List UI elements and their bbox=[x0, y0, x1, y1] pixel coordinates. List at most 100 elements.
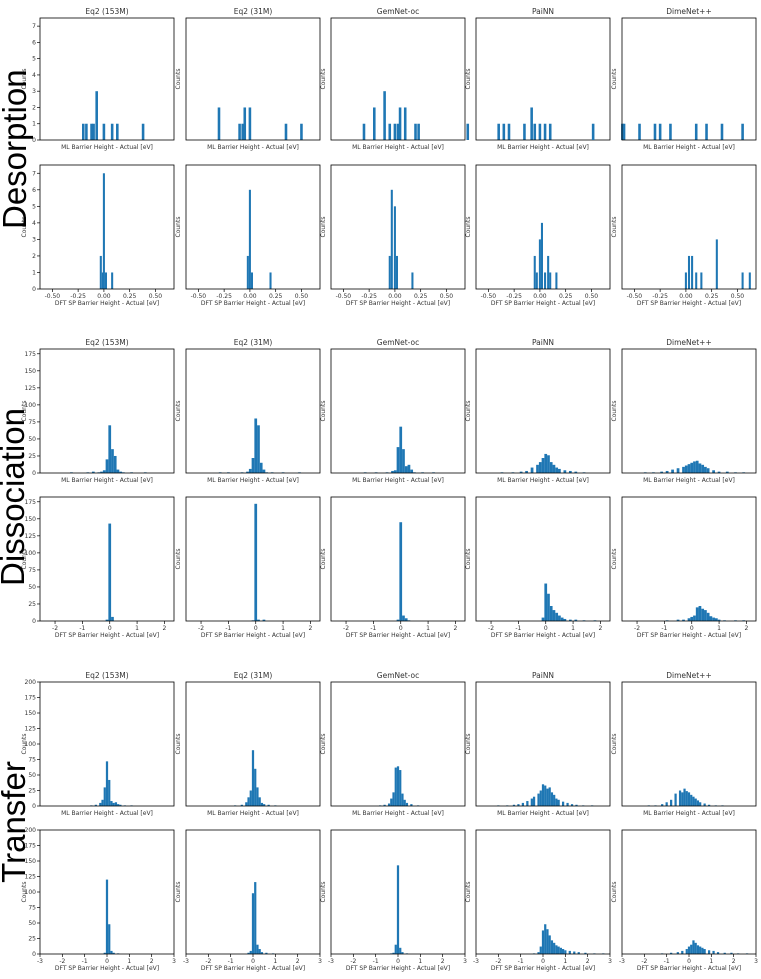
axes-frame bbox=[475, 681, 611, 807]
histogram-bar bbox=[246, 471, 249, 473]
histogram-bar bbox=[682, 619, 685, 621]
histogram-bar bbox=[707, 804, 711, 806]
histogram-bar bbox=[690, 616, 694, 621]
histogram-bar bbox=[269, 272, 272, 289]
axes-frame bbox=[185, 17, 321, 141]
axes-frame bbox=[330, 681, 466, 807]
histogram-bar bbox=[258, 797, 261, 806]
histogram-bar bbox=[383, 804, 386, 806]
histogram-bar bbox=[574, 619, 578, 621]
histogram-bar bbox=[687, 792, 691, 806]
x-tick-label: 1 bbox=[426, 625, 430, 632]
histogram-bar bbox=[402, 615, 405, 621]
axes-frame bbox=[621, 164, 757, 290]
histogram-bar bbox=[574, 471, 578, 473]
histogram-bar bbox=[704, 466, 707, 473]
histogram-bar bbox=[399, 522, 403, 621]
x-tick-label: 0.50 bbox=[440, 293, 454, 300]
y-tick-label: 150 bbox=[25, 368, 37, 375]
histogram-bar bbox=[694, 123, 698, 140]
x-tick-label: -0.25 bbox=[361, 293, 377, 300]
histogram-bar bbox=[546, 788, 549, 806]
x-axis-label: DFT SP Barrier Height - Actual [eV] bbox=[637, 632, 741, 639]
histogram-bar bbox=[550, 792, 554, 806]
x-tick-label: 0 bbox=[251, 958, 255, 965]
y-tick-label: 75 bbox=[28, 757, 36, 764]
y-axis-label: Counts bbox=[465, 401, 472, 422]
x-axis-label: ML Barrier Height - Actual [eV] bbox=[207, 144, 299, 151]
histogram-bar bbox=[701, 608, 705, 621]
x-tick-label: 0 bbox=[108, 625, 112, 632]
y-tick-label: 175 bbox=[25, 843, 37, 850]
histogram-bar bbox=[555, 798, 558, 806]
histogram-bar bbox=[541, 458, 545, 473]
x-tick-label: -0.25 bbox=[70, 293, 86, 300]
histogram-bar bbox=[561, 949, 565, 954]
histogram-bar bbox=[405, 802, 409, 806]
y-tick-label: 175 bbox=[25, 499, 37, 506]
y-tick-label: 100 bbox=[25, 889, 37, 896]
histogram-bar bbox=[104, 272, 107, 289]
histogram-bar bbox=[251, 458, 255, 473]
histogram-bar bbox=[392, 792, 395, 806]
histogram-bar bbox=[700, 272, 703, 289]
histogram-bar bbox=[687, 464, 691, 473]
histogram-bar bbox=[403, 799, 406, 806]
histogram-bar bbox=[568, 470, 572, 473]
histogram-bar bbox=[670, 952, 673, 954]
x-tick-label: 0.00 bbox=[388, 293, 402, 300]
x-tick-label: -1 bbox=[225, 625, 231, 632]
histogram-bar bbox=[564, 950, 567, 954]
histogram-bar bbox=[541, 930, 545, 954]
x-axis-label: ML Barrier Height - Actual [eV] bbox=[643, 477, 735, 484]
x-tick-label: -2 bbox=[52, 625, 58, 632]
histogram-bar bbox=[549, 606, 553, 621]
y-tick-label: 175 bbox=[25, 695, 37, 702]
group-label-transfer: Transfer bbox=[0, 761, 32, 883]
x-axis-label: ML Barrier Height - Actual [eV] bbox=[61, 477, 153, 484]
histogram-bar bbox=[660, 471, 664, 473]
x-axis-label: DFT SP Barrier Height - Actual [eV] bbox=[637, 965, 741, 972]
panel-title: DimeNet++ bbox=[666, 671, 712, 680]
x-tick-label: 0 bbox=[399, 625, 403, 632]
histogram-bar bbox=[241, 123, 244, 140]
histogram-bar bbox=[552, 610, 556, 621]
axes-frame bbox=[475, 164, 611, 290]
histogram-bar bbox=[410, 804, 413, 806]
histogram-bar bbox=[263, 804, 266, 806]
x-tick-label: -1 bbox=[664, 958, 670, 965]
histogram-bar bbox=[91, 471, 95, 473]
y-tick-label: 25 bbox=[28, 936, 36, 943]
histogram-bar bbox=[411, 272, 414, 289]
x-tick-label: 1 bbox=[709, 958, 713, 965]
histogram-bar bbox=[238, 123, 241, 140]
histogram-bar bbox=[543, 123, 547, 140]
histogram-bar bbox=[658, 123, 662, 140]
x-axis-label: DFT SP Barrier Height - Actual [eV] bbox=[55, 300, 159, 307]
y-tick-label: 0 bbox=[32, 137, 36, 144]
histogram-bar bbox=[523, 123, 526, 140]
histogram-bar bbox=[258, 949, 261, 954]
x-axis-label: ML Barrier Height - Actual [eV] bbox=[352, 477, 444, 484]
histogram-bar bbox=[111, 449, 114, 473]
x-tick-label: -2 bbox=[59, 958, 65, 965]
axes-frame bbox=[330, 164, 466, 290]
histogram-bar bbox=[669, 123, 672, 140]
y-tick-label: 4 bbox=[32, 220, 36, 227]
histogram-bar bbox=[497, 123, 500, 140]
histogram-bar bbox=[699, 946, 702, 954]
histogram-bar bbox=[561, 801, 565, 806]
histogram-bar bbox=[217, 107, 221, 140]
y-axis-label: Counts bbox=[611, 69, 618, 90]
y-tick-label: 25 bbox=[28, 788, 36, 795]
y-axis-label: Counts bbox=[611, 882, 618, 903]
x-tick-label: 0.25 bbox=[269, 293, 283, 300]
histogram-bar bbox=[110, 801, 113, 806]
histogram-bar bbox=[723, 952, 726, 954]
histogram-bar bbox=[687, 946, 691, 954]
y-tick-label: 125 bbox=[25, 874, 37, 881]
histogram-bar bbox=[548, 787, 551, 806]
y-tick-label: 200 bbox=[25, 679, 37, 686]
histogram-bar bbox=[544, 785, 547, 806]
histogram-bar bbox=[712, 950, 715, 954]
